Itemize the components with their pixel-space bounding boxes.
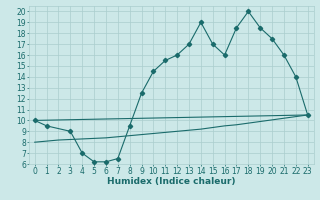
X-axis label: Humidex (Indice chaleur): Humidex (Indice chaleur) [107, 177, 236, 186]
